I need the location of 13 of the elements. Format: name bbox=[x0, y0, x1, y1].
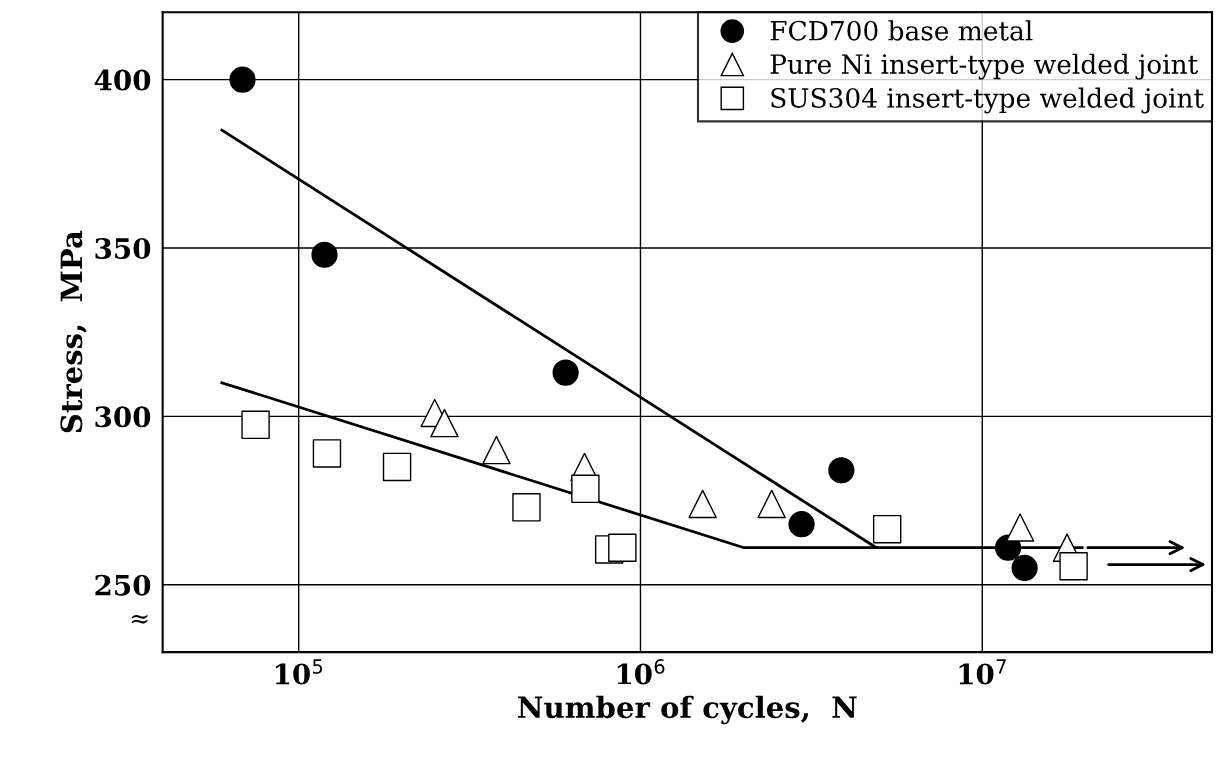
y-tick-label: 300 bbox=[95, 406, 151, 428]
y-tick-label: 350 bbox=[95, 237, 151, 259]
x-tick-label: 10$^{7}$ bbox=[959, 659, 1006, 685]
legend-label: SUS304 insert-type welded joint bbox=[771, 87, 1204, 114]
y-tick-label: 400 bbox=[94, 69, 151, 91]
legend-label: FCD700 base metal bbox=[770, 20, 1033, 41]
x-tick-label: 10$^{5}$ bbox=[275, 659, 323, 685]
x-tick-label: 10$^{6}$ bbox=[617, 659, 665, 685]
y-axis-title: Stress, MPa bbox=[60, 230, 87, 433]
legend-label: Pure Ni insert-type welded joint bbox=[770, 53, 1198, 80]
x-axis-title: Number of cycles, N bbox=[518, 695, 857, 725]
y-tick-label: 250 bbox=[95, 574, 151, 596]
text: ≈ bbox=[131, 614, 148, 624]
